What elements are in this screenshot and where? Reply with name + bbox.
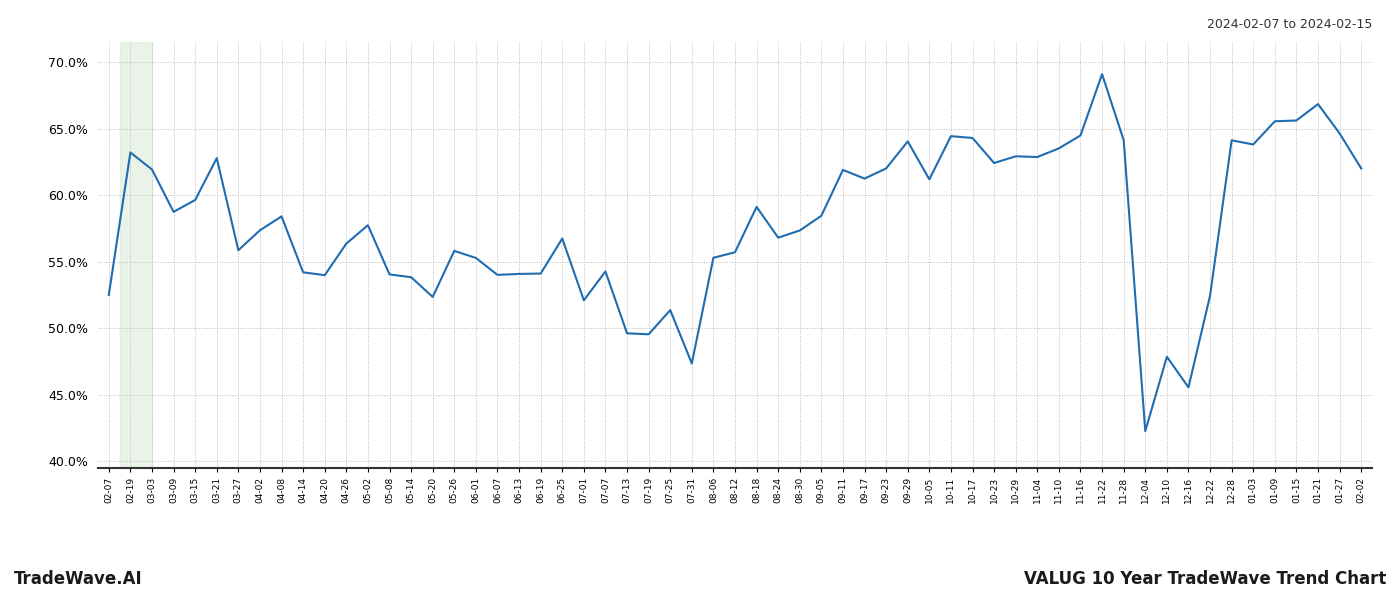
Bar [119, 42, 153, 468]
Text: VALUG 10 Year TradeWave Trend Chart: VALUG 10 Year TradeWave Trend Chart [1023, 570, 1386, 588]
Text: TradeWave.AI: TradeWave.AI [14, 570, 143, 588]
Text: 2024-02-07 to 2024-02-15: 2024-02-07 to 2024-02-15 [1207, 18, 1372, 31]
